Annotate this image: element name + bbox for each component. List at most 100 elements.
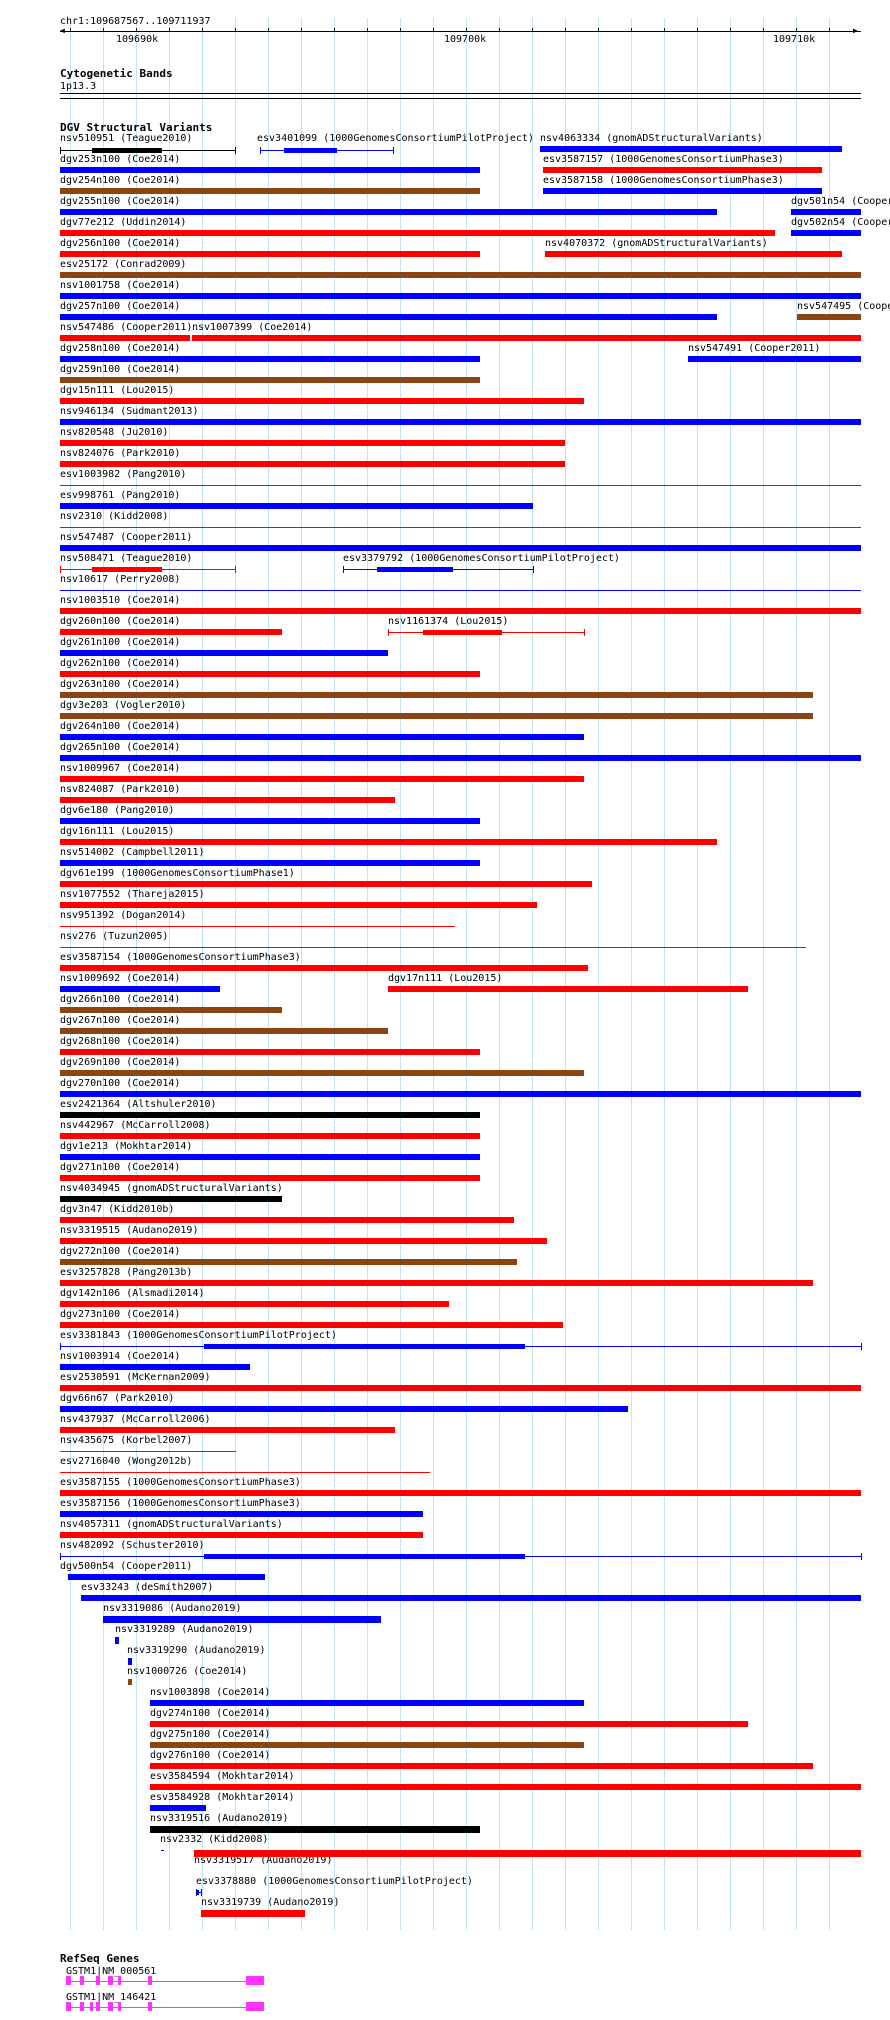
variant-label[interactable]: dgv6e180 (Pang2010) bbox=[60, 805, 175, 816]
variant-bar[interactable] bbox=[60, 671, 480, 677]
gene-label[interactable]: GSTM1|NM_000561 bbox=[66, 1966, 157, 1977]
variant-tick[interactable] bbox=[201, 1910, 305, 1917]
variant-label[interactable]: esv2530591 (McKernan2009) bbox=[60, 1372, 211, 1383]
variant-bar[interactable] bbox=[60, 755, 861, 761]
variant-label[interactable]: nsv824087 (Park2010) bbox=[60, 784, 181, 795]
variant-bar[interactable] bbox=[60, 545, 861, 551]
variant-bar[interactable] bbox=[60, 839, 717, 845]
variant-tick[interactable] bbox=[128, 1658, 132, 1665]
variant-bar[interactable] bbox=[791, 230, 861, 236]
variant-label[interactable]: dgv500n54 (Cooper2011) bbox=[60, 1561, 193, 1572]
variant-label[interactable]: nsv3319290 (Audano2019) bbox=[127, 1645, 266, 1656]
variant-label[interactable]: nsv3319517 (Audano2019) bbox=[194, 1855, 333, 1866]
variant-label[interactable]: dgv254n100 (Coe2014) bbox=[60, 175, 181, 186]
variant-label[interactable]: nsv3319516 (Audano2019) bbox=[150, 1813, 289, 1824]
variant-tick[interactable] bbox=[103, 1616, 381, 1623]
variant-label[interactable]: nsv3319289 (Audano2019) bbox=[115, 1624, 254, 1635]
variant-label[interactable]: dgv263n100 (Coe2014) bbox=[60, 679, 181, 690]
variant-label[interactable]: esv2716040 (Wong2012b) bbox=[60, 1456, 193, 1467]
variant-bar[interactable] bbox=[60, 461, 565, 467]
variant-bar[interactable] bbox=[60, 713, 813, 719]
variant-label[interactable]: dgv256n100 (Coe2014) bbox=[60, 238, 181, 249]
variant-label[interactable]: dgv262n100 (Coe2014) bbox=[60, 658, 181, 669]
variant-label[interactable]: nsv1003898 (Coe2014) bbox=[150, 1687, 271, 1698]
variant-label[interactable]: dgv274n100 (Coe2014) bbox=[150, 1708, 271, 1719]
variant-label[interactable]: esv25172 (Conrad2009) bbox=[60, 259, 187, 270]
variant-bar[interactable] bbox=[60, 1490, 861, 1496]
variant-line[interactable] bbox=[161, 1850, 164, 1851]
variant-bar[interactable] bbox=[60, 1280, 813, 1286]
variant-label[interactable]: dgv3e203 (Vogler2010) bbox=[60, 700, 187, 711]
variant-label[interactable]: esv3401099 (1000GenomesConsortiumPilotPr… bbox=[257, 133, 534, 144]
variant-label[interactable]: nsv824076 (Park2010) bbox=[60, 448, 181, 459]
variant-tick[interactable] bbox=[194, 1850, 861, 1857]
variant-label[interactable]: nsv1161374 (Lou2015) bbox=[388, 616, 509, 627]
variant-bar[interactable] bbox=[60, 1028, 388, 1034]
variant-bar[interactable] bbox=[60, 188, 480, 194]
variant-core[interactable] bbox=[377, 567, 453, 572]
variant-label[interactable]: nsv547491 (Cooper2011) bbox=[688, 343, 821, 354]
variant-bar[interactable] bbox=[60, 797, 395, 803]
variant-bar[interactable] bbox=[60, 1532, 423, 1538]
variant-bar[interactable] bbox=[543, 188, 822, 194]
variant-label[interactable]: esv3381843 (1000GenomesConsortiumPilotPr… bbox=[60, 1330, 337, 1341]
variant-core[interactable] bbox=[204, 1554, 525, 1559]
variant-bar[interactable] bbox=[60, 608, 861, 614]
variant-bar[interactable] bbox=[60, 167, 480, 173]
variant-bar[interactable] bbox=[540, 146, 842, 152]
variant-bar[interactable] bbox=[60, 1154, 480, 1160]
variant-bar[interactable] bbox=[60, 965, 588, 971]
variant-label[interactable]: dgv501n54 (Cooper2011) bbox=[791, 196, 890, 207]
variant-label[interactable]: nsv951392 (Dogan2014) bbox=[60, 910, 187, 921]
variant-label[interactable]: dgv273n100 (Coe2014) bbox=[60, 1309, 181, 1320]
variant-label[interactable]: dgv268n100 (Coe2014) bbox=[60, 1036, 181, 1047]
variant-label[interactable]: dgv61e199 (1000GenomesConsortiumPhase1) bbox=[60, 868, 295, 879]
variant-label[interactable]: dgv142n106 (Alsmadi2014) bbox=[60, 1288, 205, 1299]
variant-label[interactable]: nsv820548 (Ju2010) bbox=[60, 427, 169, 438]
variant-core[interactable] bbox=[423, 630, 502, 635]
variant-bar[interactable] bbox=[60, 293, 861, 299]
variant-bar[interactable] bbox=[797, 314, 861, 320]
variant-label[interactable]: nsv547487 (Cooper2011) bbox=[60, 532, 193, 543]
variant-bar[interactable] bbox=[60, 1112, 480, 1118]
variant-bar[interactable] bbox=[60, 335, 190, 341]
variant-label[interactable]: esv2421364 (Altshuler2010) bbox=[60, 1099, 217, 1110]
variant-label[interactable]: nsv276 (Tuzun2005) bbox=[60, 931, 169, 942]
variant-bar[interactable] bbox=[791, 209, 861, 215]
variant-bar[interactable] bbox=[150, 1721, 748, 1727]
variant-label[interactable]: esv3257828 (Pang2013b) bbox=[60, 1267, 193, 1278]
variant-bar[interactable] bbox=[192, 335, 861, 341]
variant-bar[interactable] bbox=[60, 1070, 584, 1076]
variant-label[interactable]: nsv547495 (Cooper2011) bbox=[797, 301, 890, 312]
variant-label[interactable]: nsv514002 (Campbell2011) bbox=[60, 847, 205, 858]
variant-bar[interactable] bbox=[60, 356, 480, 362]
variant-label[interactable]: dgv275n100 (Coe2014) bbox=[150, 1729, 271, 1740]
variant-bar[interactable] bbox=[60, 1301, 449, 1307]
variant-bar[interactable] bbox=[543, 167, 822, 173]
variant-label[interactable]: dgv15n111 (Lou2015) bbox=[60, 385, 175, 396]
variant-bar[interactable] bbox=[60, 1511, 423, 1517]
variant-label[interactable]: nsv1000726 (Coe2014) bbox=[127, 1666, 248, 1677]
variant-label[interactable]: dgv77e212 (Uddin2014) bbox=[60, 217, 187, 228]
variant-bar[interactable] bbox=[68, 1574, 265, 1580]
variant-line[interactable] bbox=[60, 947, 806, 948]
variant-label[interactable]: esv3584594 (Mokhtar2014) bbox=[150, 1771, 295, 1782]
variant-bar[interactable] bbox=[60, 1385, 861, 1391]
variant-tick[interactable] bbox=[150, 1826, 480, 1833]
variant-bar[interactable] bbox=[60, 1259, 517, 1265]
variant-bar[interactable] bbox=[60, 818, 480, 824]
variant-bar[interactable] bbox=[150, 1700, 584, 1706]
variant-label[interactable]: nsv442967 (McCarroll2008) bbox=[60, 1120, 211, 1131]
variant-label[interactable]: dgv264n100 (Coe2014) bbox=[60, 721, 181, 732]
variant-line[interactable] bbox=[60, 590, 861, 591]
variant-label[interactable]: nsv508471 (Teague2010) bbox=[60, 553, 193, 564]
variant-label[interactable]: dgv259n100 (Coe2014) bbox=[60, 364, 181, 375]
variant-label[interactable]: esv998761 (Pang2010) bbox=[60, 490, 181, 501]
variant-label[interactable]: dgv502n54 (Cooper2011) bbox=[791, 217, 890, 228]
variant-bar[interactable] bbox=[60, 1049, 480, 1055]
variant-label[interactable]: nsv4057311 (gnomADStructuralVariants) bbox=[60, 1519, 283, 1530]
variant-label[interactable]: nsv1009692 (Coe2014) bbox=[60, 973, 181, 984]
variant-bar[interactable] bbox=[60, 377, 480, 383]
variant-bar[interactable] bbox=[60, 230, 775, 236]
variant-bar[interactable] bbox=[60, 251, 480, 257]
